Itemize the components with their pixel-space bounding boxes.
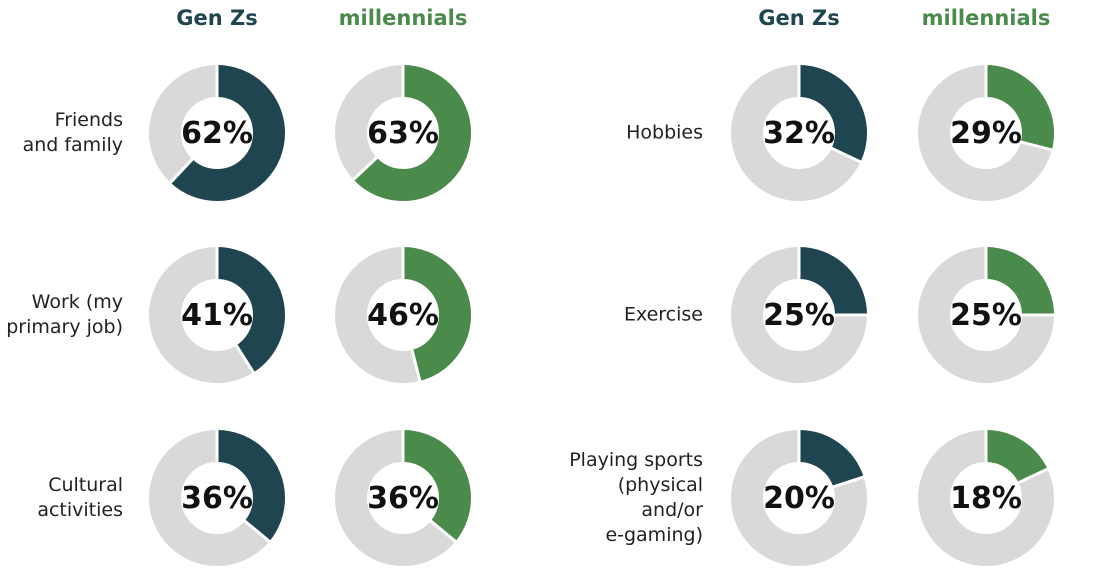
donut-end-separator — [429, 519, 458, 544]
donut-end-separator — [243, 519, 272, 544]
category-label-line: (physical and/or — [617, 474, 703, 521]
category-label-right-1: Exercise — [553, 303, 703, 328]
category-label-line: Playing sports — [569, 449, 703, 471]
donut-value-label: 36% — [181, 480, 253, 516]
donut-left-genz-0: 62% — [147, 63, 287, 203]
donut-svg — [918, 429, 1054, 566]
donut-svg — [335, 246, 471, 383]
category-label-left-1: Work (my primary job) — [0, 290, 123, 340]
category-label-line: Exercise — [623, 303, 703, 326]
donut-value-label: 18% — [950, 480, 1022, 516]
category-label-right-2: Playing sports (physical and/or e-gaming) — [553, 448, 703, 548]
donut-left-millennials-2: 36% — [333, 428, 473, 568]
category-label-left-2: Cultural activities — [0, 473, 123, 523]
donut-svg — [731, 429, 867, 566]
donut-left-millennials-0: 63% — [333, 63, 473, 203]
donut-right-millennials-0: 29% — [916, 63, 1056, 203]
category-label-right-0: Hobbies — [553, 121, 703, 146]
donut-end-separator — [1017, 467, 1050, 485]
donut-svg — [918, 246, 1055, 383]
donut-value-label: 20% — [763, 480, 835, 516]
category-label-line: activities — [37, 499, 123, 521]
series-header-right-millennials: millennials — [921, 6, 1051, 30]
series-header-right-genz: Gen Zs — [758, 6, 840, 30]
donut-svg — [731, 64, 867, 201]
donut-end-separator — [410, 348, 422, 383]
category-label-line: Hobbies — [626, 121, 703, 144]
donut-value-label: 62% — [181, 115, 253, 151]
donut-svg — [335, 429, 471, 566]
donut-svg — [918, 64, 1054, 201]
series-header-left-millennials: millennials — [338, 6, 468, 30]
donut-value-label: 25% — [950, 297, 1022, 333]
donut-end-separator — [168, 157, 195, 185]
donut-left-genz-2: 36% — [147, 428, 287, 568]
donut-svg — [149, 429, 285, 566]
donut-value-label: 41% — [181, 297, 253, 333]
donut-right-genz-2: 20% — [729, 428, 869, 568]
donut-value-label: 29% — [950, 115, 1022, 151]
donut-end-separator — [1019, 140, 1054, 152]
donut-svg — [149, 246, 285, 383]
donut-right-millennials-1: 25% — [916, 245, 1056, 385]
donut-end-separator — [234, 343, 256, 375]
donut-right-millennials-2: 18% — [916, 428, 1056, 568]
category-label-left-0: Friends and family — [0, 108, 123, 158]
series-header-left-genz: Gen Zs — [176, 6, 258, 30]
donut-left-genz-1: 41% — [147, 245, 287, 385]
donut-svg — [335, 64, 471, 201]
donut-end-separator — [831, 475, 866, 489]
donut-value-label: 46% — [367, 297, 439, 333]
category-label-line: e-gaming) — [605, 524, 703, 546]
donut-right-genz-0: 32% — [729, 63, 869, 203]
donut-left-millennials-1: 46% — [333, 245, 473, 385]
donut-end-separator — [830, 146, 863, 164]
donut-svg — [731, 246, 868, 383]
donut-value-label: 32% — [763, 115, 835, 151]
category-label-line: primary job) — [6, 316, 123, 338]
donut-right-genz-1: 25% — [729, 245, 869, 385]
donut-value-label: 36% — [367, 480, 439, 516]
category-label-line: and family — [22, 134, 123, 156]
donut-svg — [149, 64, 285, 201]
donut-end-separator — [351, 155, 379, 182]
category-label-line: Friends — [54, 109, 123, 131]
category-label-line: Work (my — [31, 291, 123, 313]
category-label-line: Cultural — [48, 474, 123, 496]
donut-value-label: 63% — [367, 115, 439, 151]
donut-value-label: 25% — [763, 297, 835, 333]
